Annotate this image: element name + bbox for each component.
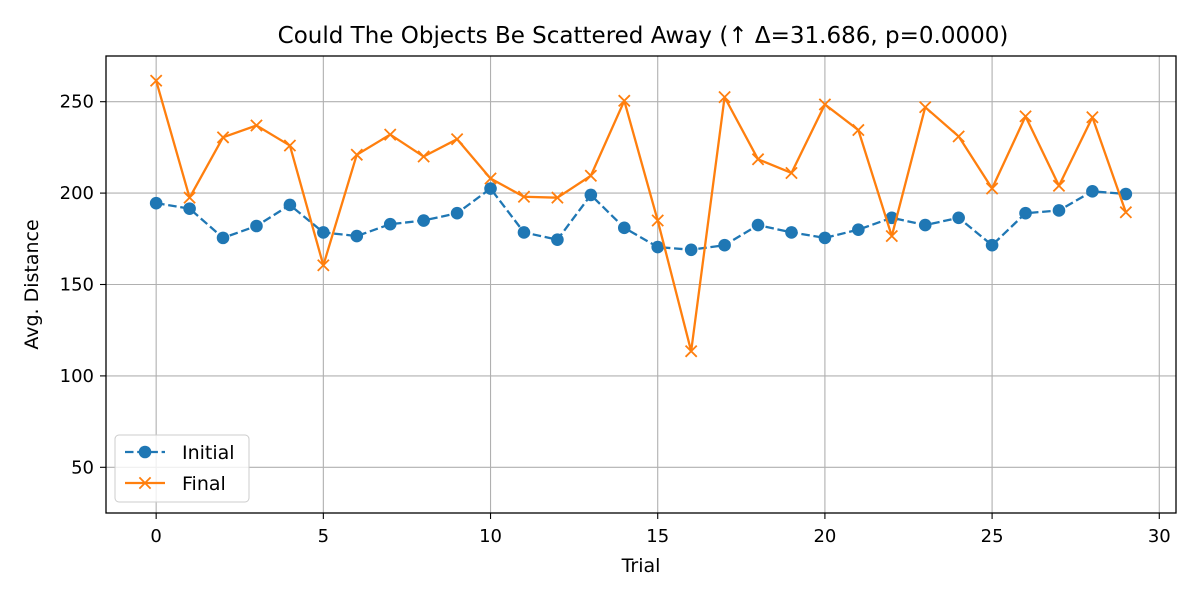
data-point-initial	[584, 188, 598, 202]
data-point-final	[818, 98, 832, 111]
data-point-initial	[450, 206, 464, 220]
data-point-final	[149, 74, 163, 87]
data-point-final	[918, 100, 932, 114]
data-point-final	[651, 214, 664, 227]
data-point-final	[1119, 206, 1133, 219]
data-point-initial	[785, 226, 798, 239]
legend-label-final: Final	[182, 473, 226, 495]
y-tick-label: 200	[60, 183, 94, 204]
chart-title: Could The Objects Be Scattered Away (↑ Δ…	[278, 23, 1009, 49]
y-tick-label: 250	[60, 92, 94, 113]
data-point-initial	[1086, 184, 1099, 198]
data-point-initial	[1119, 187, 1133, 201]
series-final	[149, 74, 1133, 358]
legend-marker-final	[138, 476, 152, 490]
data-point-final	[1052, 179, 1066, 193]
series-line-final	[155, 80, 1127, 353]
axis-ticks: 0 5 10 15 20 25 30 50 100 150 200 250	[60, 92, 1171, 547]
data-point-final	[751, 153, 765, 166]
data-point-initial	[484, 182, 497, 195]
y-tick-label: 100	[60, 366, 94, 387]
data-point-initial	[317, 226, 330, 239]
data-point-final	[216, 131, 230, 144]
data-point-final	[350, 148, 364, 161]
data-point-initial	[1052, 204, 1066, 217]
data-point-initial	[617, 221, 631, 235]
legend-item-initial: Initial	[125, 442, 235, 464]
data-point-initial	[1019, 206, 1032, 220]
data-point-initial	[651, 240, 665, 254]
series-initial	[149, 182, 1133, 257]
data-point-final	[885, 229, 899, 243]
data-point-final	[718, 90, 731, 104]
data-point-final	[450, 132, 464, 146]
data-point-initial	[250, 219, 263, 233]
data-point-final	[785, 166, 798, 180]
data-point-final	[985, 182, 999, 195]
data-point-final	[250, 119, 263, 132]
x-tick-label: 15	[646, 526, 669, 547]
data-point-initial	[216, 231, 230, 245]
legend-label-initial: Initial	[182, 442, 235, 464]
data-point-initial	[551, 233, 564, 247]
data-point-initial	[383, 217, 397, 231]
data-point-final	[317, 259, 330, 272]
x-tick-label: 20	[813, 526, 836, 547]
legend-item-final: Final	[125, 473, 226, 495]
x-tick-label: 5	[318, 526, 329, 547]
data-point-initial	[985, 238, 999, 252]
x-tick-label: 25	[981, 526, 1004, 547]
series-line-initial	[155, 187, 1126, 251]
grid-lines	[106, 56, 1176, 513]
x-tick-label: 0	[150, 526, 161, 547]
series-layer	[149, 74, 1133, 358]
data-point-initial	[417, 214, 430, 227]
data-point-final	[1019, 110, 1032, 123]
data-point-final	[484, 172, 497, 185]
data-point-initial	[684, 243, 698, 257]
data-point-final	[283, 139, 297, 152]
data-point-final	[684, 344, 698, 358]
y-tick-label: 50	[71, 457, 94, 478]
y-tick-label: 150	[60, 275, 94, 296]
data-point-final	[852, 123, 865, 137]
data-point-initial	[751, 218, 765, 232]
data-point-final	[584, 169, 598, 182]
data-point-initial	[718, 238, 731, 252]
x-tick-label: 10	[479, 526, 502, 547]
data-point-initial	[517, 226, 531, 239]
data-point-initial	[283, 198, 297, 212]
data-point-initial	[952, 211, 965, 225]
data-point-final	[551, 191, 564, 204]
data-point-initial	[183, 202, 196, 215]
data-point-initial	[350, 229, 364, 243]
data-point-final	[517, 190, 531, 203]
data-point-final	[952, 130, 965, 143]
y-axis-title: Avg. Distance	[21, 219, 43, 349]
legend: Initial Final	[114, 434, 250, 503]
data-point-final	[1086, 111, 1099, 124]
data-point-final	[417, 150, 430, 163]
data-point-initial	[918, 218, 932, 232]
data-point-final	[618, 94, 631, 108]
data-point-final	[183, 191, 196, 204]
legend-marker-initial	[138, 445, 152, 459]
data-point-final	[383, 128, 397, 141]
x-axis-title: Trial	[621, 555, 661, 577]
data-point-initial	[852, 223, 865, 236]
data-point-initial	[149, 196, 163, 210]
x-tick-label: 30	[1148, 526, 1171, 547]
data-point-initial	[818, 231, 832, 245]
